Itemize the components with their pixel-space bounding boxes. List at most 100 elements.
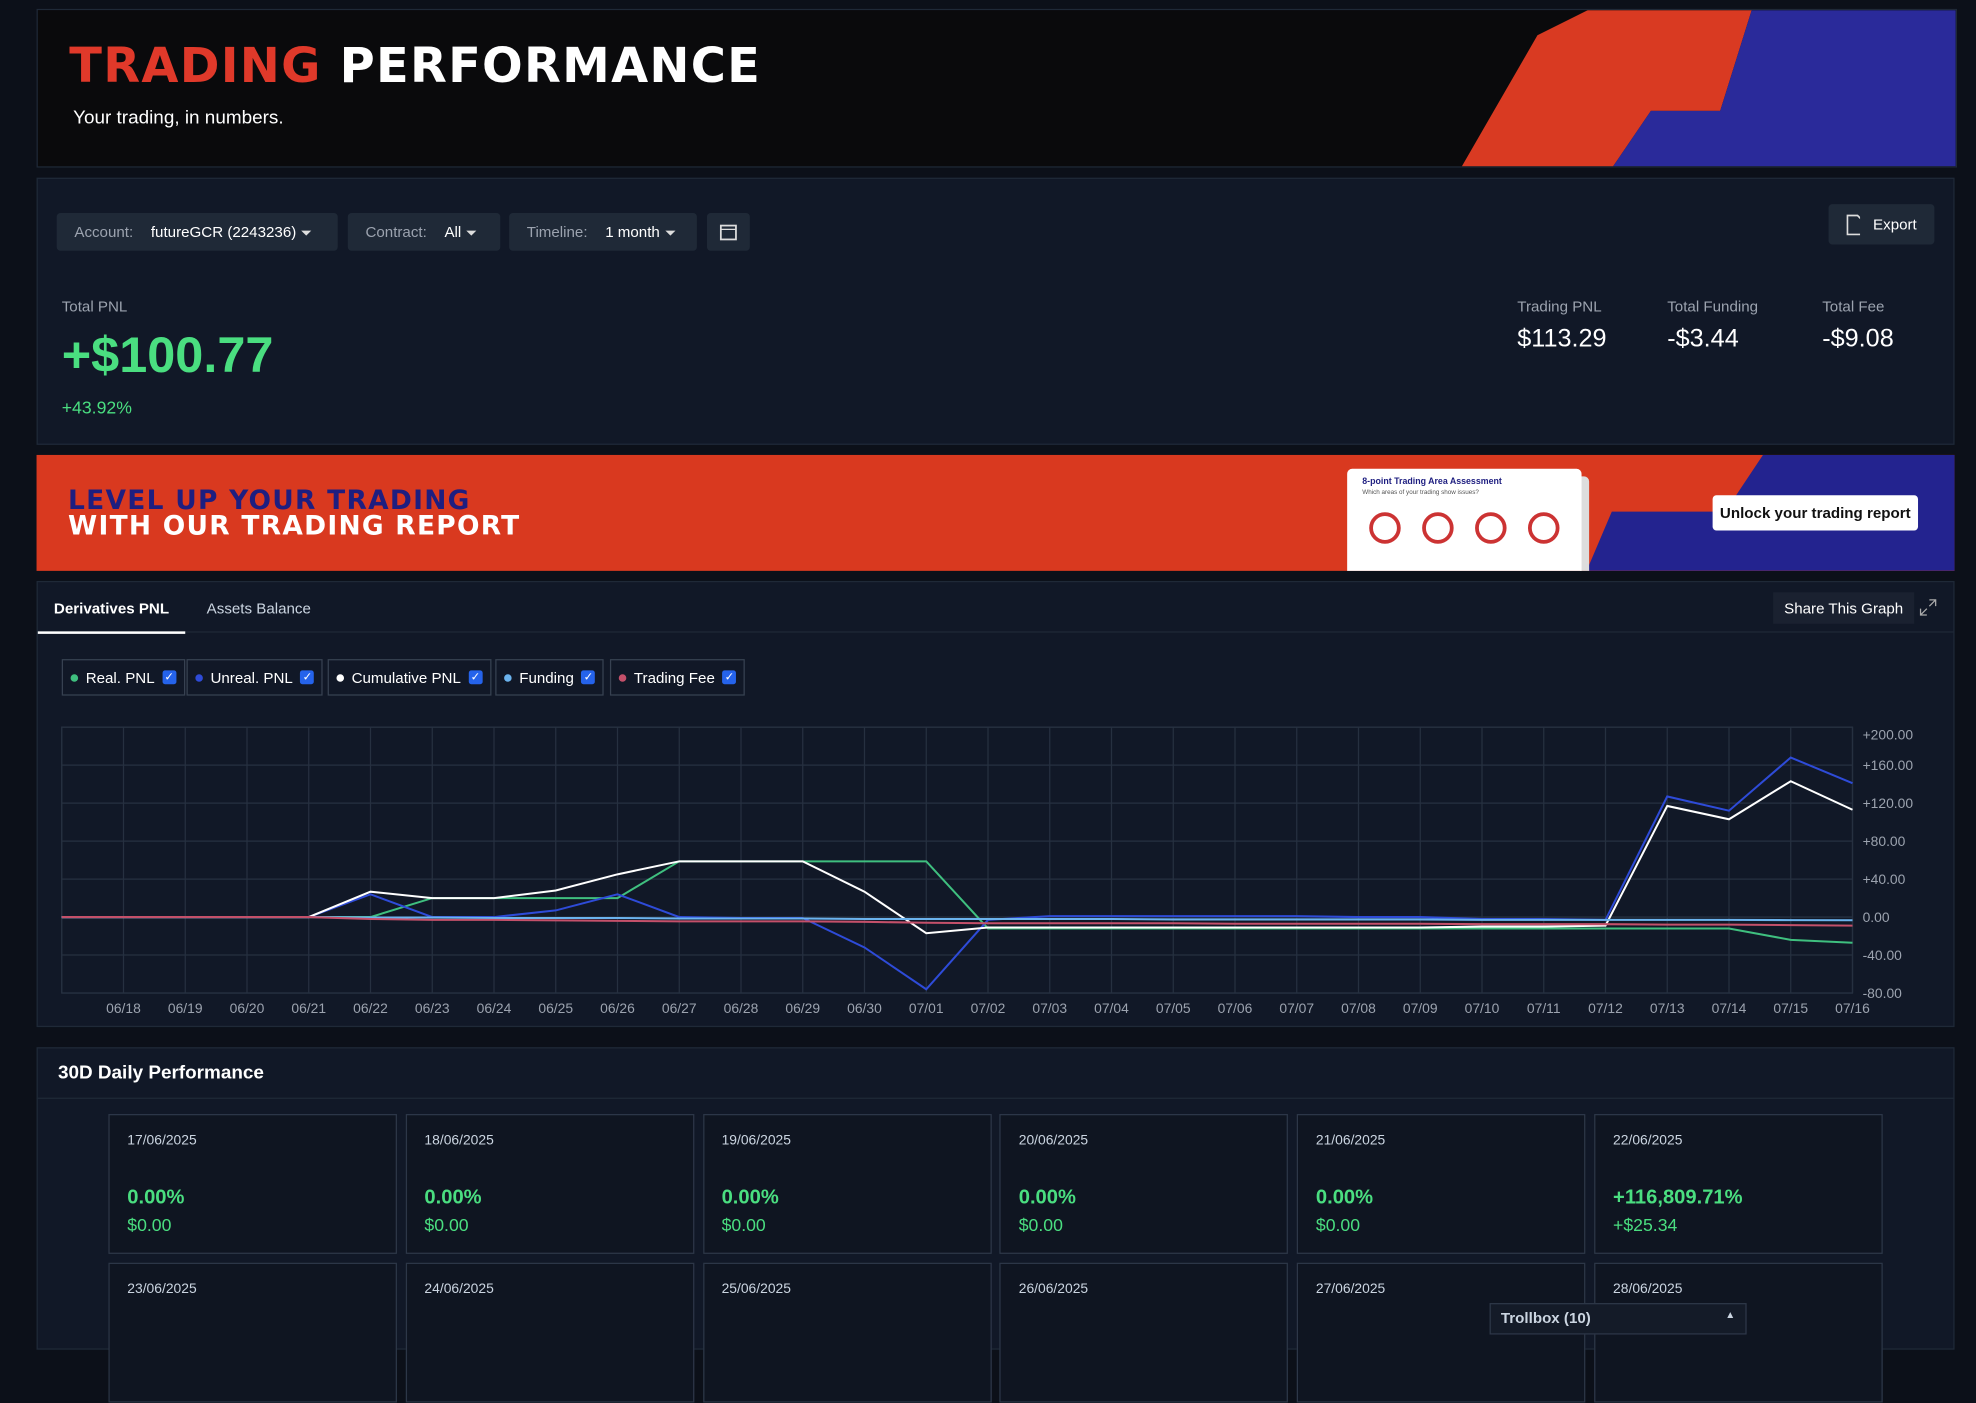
day-card: 18/06/2025 0.00% $0.00	[405, 1114, 695, 1254]
tab[interactable]: Assets Balance	[206, 599, 311, 618]
x-tick-label: 07/05	[1156, 1000, 1191, 1016]
legend-dot	[195, 673, 203, 682]
value: 1 month	[605, 223, 660, 241]
report-card: 8-point Trading Area Assessment Which ar…	[1347, 468, 1582, 571]
trollbox[interactable]: Trollbox (10) ▲	[1489, 1303, 1747, 1335]
contract-select[interactable]: Contract: All	[347, 212, 501, 251]
legend-label: Funding	[519, 668, 574, 687]
x-tick-label: 06/22	[353, 1000, 388, 1016]
expand-icon[interactable]	[1919, 599, 1937, 617]
day-card: 25/06/2025	[702, 1262, 992, 1403]
page: TRADING PERFORMANCE Your trading, in num…	[36, 8, 1958, 1403]
x-tick-label: 06/29	[785, 1000, 820, 1016]
header: TRADING PERFORMANCE Your trading, in num…	[36, 8, 1958, 168]
x-tick-label: 07/09	[1403, 1000, 1438, 1016]
stat-label: Total Fee	[1822, 297, 1885, 316]
y-tick-label: +80.00	[1863, 833, 1906, 849]
card-subtitle: Which areas of your trading show issues?	[1362, 488, 1479, 497]
checkbox: ✓	[300, 670, 315, 685]
legend-label: Cumulative PNL	[351, 668, 461, 687]
y-tick-label: -80.00	[1863, 985, 1903, 1001]
total-pnl: +$100.77	[61, 327, 274, 384]
y-tick-label: 0.00	[1863, 909, 1890, 925]
label: Timeline:	[526, 223, 588, 241]
card-amount: $0.00	[721, 1214, 766, 1235]
legend-item[interactable]: Real. PNL ✓	[61, 659, 185, 696]
y-tick-label: -40.00	[1863, 947, 1903, 963]
day-card: 20/06/2025 0.00% $0.00	[999, 1114, 1289, 1254]
card-amount: $0.00	[424, 1214, 469, 1235]
card-pct: +116,809.71%	[1613, 1187, 1743, 1209]
legend-dot	[70, 673, 79, 682]
x-tick-label: 06/19	[168, 1000, 203, 1016]
day-card: 22/06/2025 +116,809.71% +$25.34	[1594, 1114, 1883, 1254]
card-date: 19/06/2025	[721, 1132, 791, 1149]
checkbox: ✓	[468, 670, 483, 685]
calendar-button[interactable]	[706, 212, 750, 251]
card-amount: $0.00	[1315, 1214, 1361, 1235]
card-date: 17/06/2025	[127, 1132, 197, 1149]
stat-value: -$3.44	[1667, 325, 1739, 353]
y-tick-label: +120.00	[1863, 795, 1914, 811]
x-tick-label: 07/15	[1773, 1000, 1808, 1016]
y-tick-label: +200.00	[1863, 727, 1914, 743]
tab-active[interactable]: Derivatives PNL	[37, 600, 186, 634]
x-tick-label: 06/20	[230, 1000, 265, 1016]
total-pnl-label: Total PNL	[61, 297, 128, 316]
stat-value: $113.29	[1517, 325, 1607, 353]
promo-banner: LEVEL UP YOUR TRADING WITH OUR TRADING R…	[36, 454, 1955, 571]
x-tick-label: 07/01	[909, 1000, 944, 1016]
chart: 06/18 06/19 06/20 06/21 06/22 06/23 06/24 06/25…	[61, 726, 1914, 1016]
banner-line2: WITH OUR TRADING REPORT	[68, 510, 521, 541]
total-pnl-pct: +43.92%	[61, 396, 132, 418]
series-line	[61, 916, 1853, 927]
day-card: 17/06/2025 0.00% $0.00	[108, 1114, 397, 1254]
unlock-button[interactable]: Unlock your trading report	[1712, 495, 1919, 531]
chart-panel	[36, 580, 1955, 1028]
day-card: 26/06/2025	[999, 1262, 1289, 1403]
value: All	[444, 223, 462, 241]
title-a: TRADING	[69, 37, 322, 94]
day-card: 21/06/2025 0.00% $0.00	[1296, 1114, 1586, 1254]
x-tick-label: 06/18	[106, 1000, 141, 1016]
checkbox: ✓	[722, 670, 737, 685]
account-select[interactable]: Account: futureGCR (2243236)	[56, 212, 338, 251]
legend-item[interactable]: Cumulative PNL ✓	[327, 659, 492, 696]
x-tick-label: 07/13	[1650, 1000, 1685, 1016]
daily-title: 30D Daily Performance	[57, 1062, 264, 1084]
x-tick-label: 06/26	[600, 1000, 635, 1016]
value: futureGCR (2243236)	[150, 223, 297, 241]
legend-label: Trading Fee	[633, 668, 715, 687]
x-tick-label: 07/10	[1465, 1000, 1500, 1016]
share-button[interactable]: Share This Graph	[1773, 592, 1915, 624]
card-title: 8-point Trading Area Assessment	[1362, 477, 1502, 487]
x-tick-label: 07/03	[1032, 1000, 1067, 1016]
stat-value: -$9.08	[1822, 325, 1894, 353]
card-date: 20/06/2025	[1018, 1132, 1089, 1149]
y-tick-label: +160.00	[1863, 757, 1914, 773]
checkbox: ✓	[162, 670, 177, 685]
card-pct: 0.00%	[1315, 1187, 1374, 1209]
x-tick-label: 06/30	[847, 1000, 882, 1016]
series-line	[61, 780, 1853, 935]
legend-dot	[336, 673, 345, 682]
x-tick-label: 07/12	[1588, 1000, 1623, 1016]
legend-item[interactable]: Trading Fee ✓	[609, 659, 746, 696]
card-amount: $0.00	[127, 1214, 172, 1235]
legend-item[interactable]: Unreal. PNL ✓	[186, 659, 324, 696]
app: TRADING PERFORMANCE Your trading, in num…	[36, 8, 1958, 1403]
legend-dot	[618, 673, 627, 682]
card-date: 22/06/2025	[1613, 1132, 1683, 1149]
card-amount: $0.00	[1018, 1214, 1063, 1235]
banner-line1: LEVEL UP YOUR TRADING	[68, 485, 471, 516]
card-date: 26/06/2025	[1018, 1281, 1089, 1297]
x-tick-label: 07/07	[1279, 1000, 1314, 1016]
trollbox-label: Trollbox (10)	[1500, 1309, 1591, 1327]
timeline-select[interactable]: Timeline: 1 month	[509, 212, 697, 251]
export-button[interactable]: Export	[1828, 204, 1935, 245]
x-tick-label: 06/27	[662, 1000, 697, 1016]
x-tick-label: 07/04	[1094, 1000, 1129, 1016]
legend-item[interactable]: Funding ✓	[495, 659, 605, 696]
day-card: 23/06/2025	[108, 1262, 397, 1403]
card-pct: 0.00%	[424, 1187, 482, 1209]
